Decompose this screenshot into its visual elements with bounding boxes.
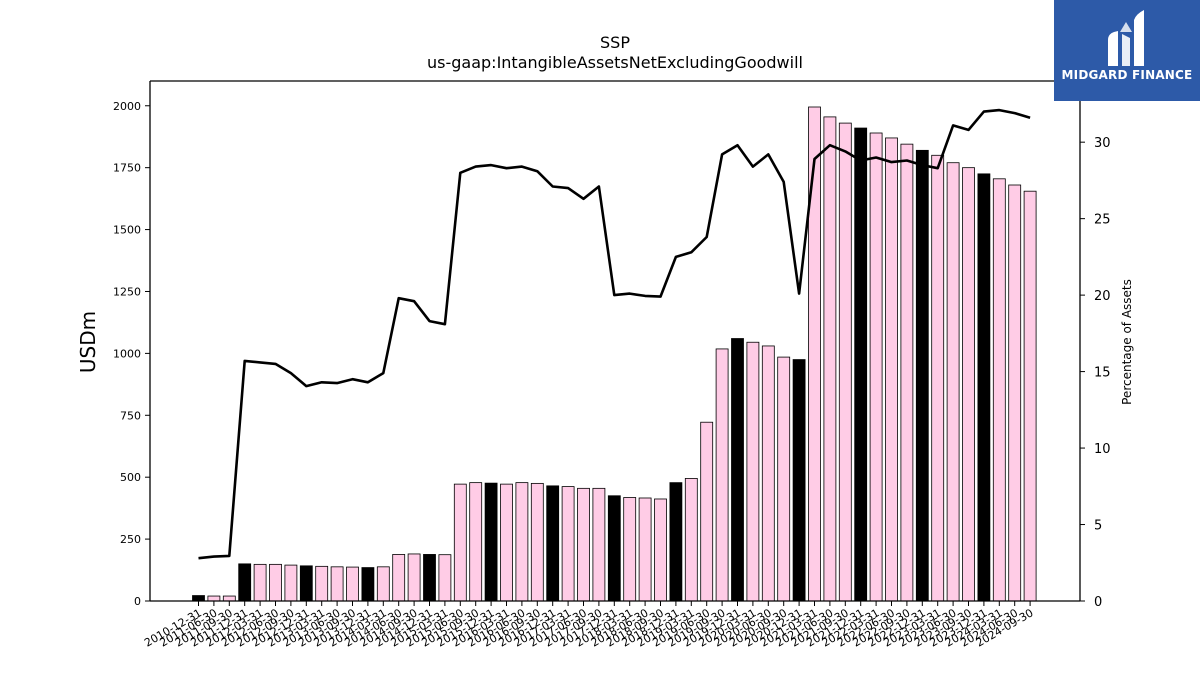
bar-2011-12-31 (238, 563, 252, 602)
bar-2015-06-30 (453, 483, 467, 602)
bar-2010-12-31 (192, 595, 205, 602)
bar-2013-12-31 (361, 567, 375, 602)
y-axis-right-label: Percentage of Assets (1120, 279, 1134, 405)
y-right-tick-label: 0 (1094, 595, 1102, 610)
bar-2019-03-31 (684, 478, 698, 602)
brand-logo: MIDGARD FINANCE (1054, 0, 1200, 101)
y-tick-label: 0 (134, 595, 141, 608)
bar-2016-12-31 (546, 485, 560, 602)
bar-2015-12-31 (484, 482, 498, 602)
bar-2019-09-30 (715, 348, 729, 602)
bar-2013-03-31 (315, 565, 329, 602)
bar-2017-12-31 (607, 495, 621, 602)
y-right-tick-label: 15 (1094, 366, 1111, 381)
bar-2021-09-30 (838, 122, 852, 602)
bar-2014-06-30 (392, 554, 406, 602)
y-right-tick-label: 25 (1094, 213, 1111, 228)
y-tick-label: 1250 (113, 285, 141, 298)
bar-2022-06-30 (885, 137, 898, 602)
brand-name: MIDGARD FINANCE (1061, 68, 1193, 82)
bar-2018-09-30 (654, 498, 667, 602)
bar-2017-03-31 (561, 486, 575, 602)
bar-2011-09-30 (222, 595, 236, 602)
bar-2014-12-31 (423, 554, 436, 602)
y-tick-label: 250 (120, 533, 141, 546)
bar-2020-09-30 (777, 356, 791, 602)
y-right-tick-label: 10 (1094, 442, 1111, 457)
bar-2014-03-31 (376, 566, 390, 602)
bar-2015-03-31 (438, 554, 452, 602)
y-axis-label: USDm (76, 311, 100, 373)
axes: 0 250 500 750 1000 1250 1500 1750 2000 0 5 10 15 20 25… (113, 80, 1111, 650)
bar-2012-12-31 (299, 565, 313, 602)
y-tick-label: 2000 (113, 100, 141, 113)
percentage-line-group (198, 108, 1031, 560)
bar-2024-09-30 (1023, 190, 1037, 602)
y-right-tick-label: 5 (1094, 519, 1102, 534)
bar-2018-06-30 (638, 497, 652, 602)
bar-2020-03-31 (746, 341, 760, 602)
bar-2022-03-31 (869, 132, 883, 602)
bar-2015-09-30 (469, 482, 483, 602)
bar-2019-12-31 (731, 338, 744, 602)
bar-2014-09-30 (407, 553, 421, 602)
bar-2021-12-31 (854, 127, 868, 602)
bar-2021-03-31 (808, 106, 821, 602)
bar-2020-06-30 (761, 345, 775, 602)
bar-2022-09-30 (900, 143, 914, 602)
bar-2023-06-30 (946, 162, 960, 602)
bar-2020-12-31 (792, 359, 806, 602)
bar-2023-12-31 (977, 173, 991, 602)
bar-2022-12-31 (915, 149, 929, 602)
chart-subtitle: us-gaap:IntangibleAssetsNetExcludingGood… (427, 53, 803, 72)
y-tick-label: 750 (120, 409, 141, 422)
bar-2024-03-31 (992, 178, 1006, 602)
bar-2016-03-31 (500, 483, 513, 602)
bars (192, 106, 1037, 602)
chart-title: SSP (600, 33, 630, 52)
bar-2019-06-30 (700, 421, 714, 602)
bar-2017-06-30 (577, 487, 590, 602)
y-right-tick-label: 20 (1094, 289, 1111, 304)
bar-2011-06-30 (207, 595, 221, 602)
bar-2012-03-31 (253, 563, 267, 602)
bar-2017-09-30 (592, 487, 606, 602)
bar-2023-09-30 (962, 167, 975, 602)
y-tick-label: 500 (120, 471, 141, 484)
bar-2018-12-31 (669, 482, 683, 602)
bar-2012-09-30 (284, 564, 298, 602)
bar-2016-06-30 (515, 482, 529, 602)
bar-2012-06-30 (269, 563, 282, 602)
y-tick-label: 1500 (113, 224, 141, 237)
bar-2018-03-31 (623, 497, 637, 602)
midgard-logo-icon (1108, 10, 1144, 66)
y-tick-label: 1750 (113, 162, 141, 175)
bar-2013-09-30 (346, 566, 359, 602)
bar-2013-06-30 (330, 566, 344, 602)
bar-2021-06-30 (823, 116, 837, 602)
bar-2024-06-30 (1008, 184, 1022, 602)
bar-2016-09-30 (530, 482, 544, 602)
y-right-tick-label: 30 (1094, 136, 1111, 151)
y-tick-label: 1000 (113, 347, 141, 360)
bar-2023-03-31 (931, 154, 945, 602)
